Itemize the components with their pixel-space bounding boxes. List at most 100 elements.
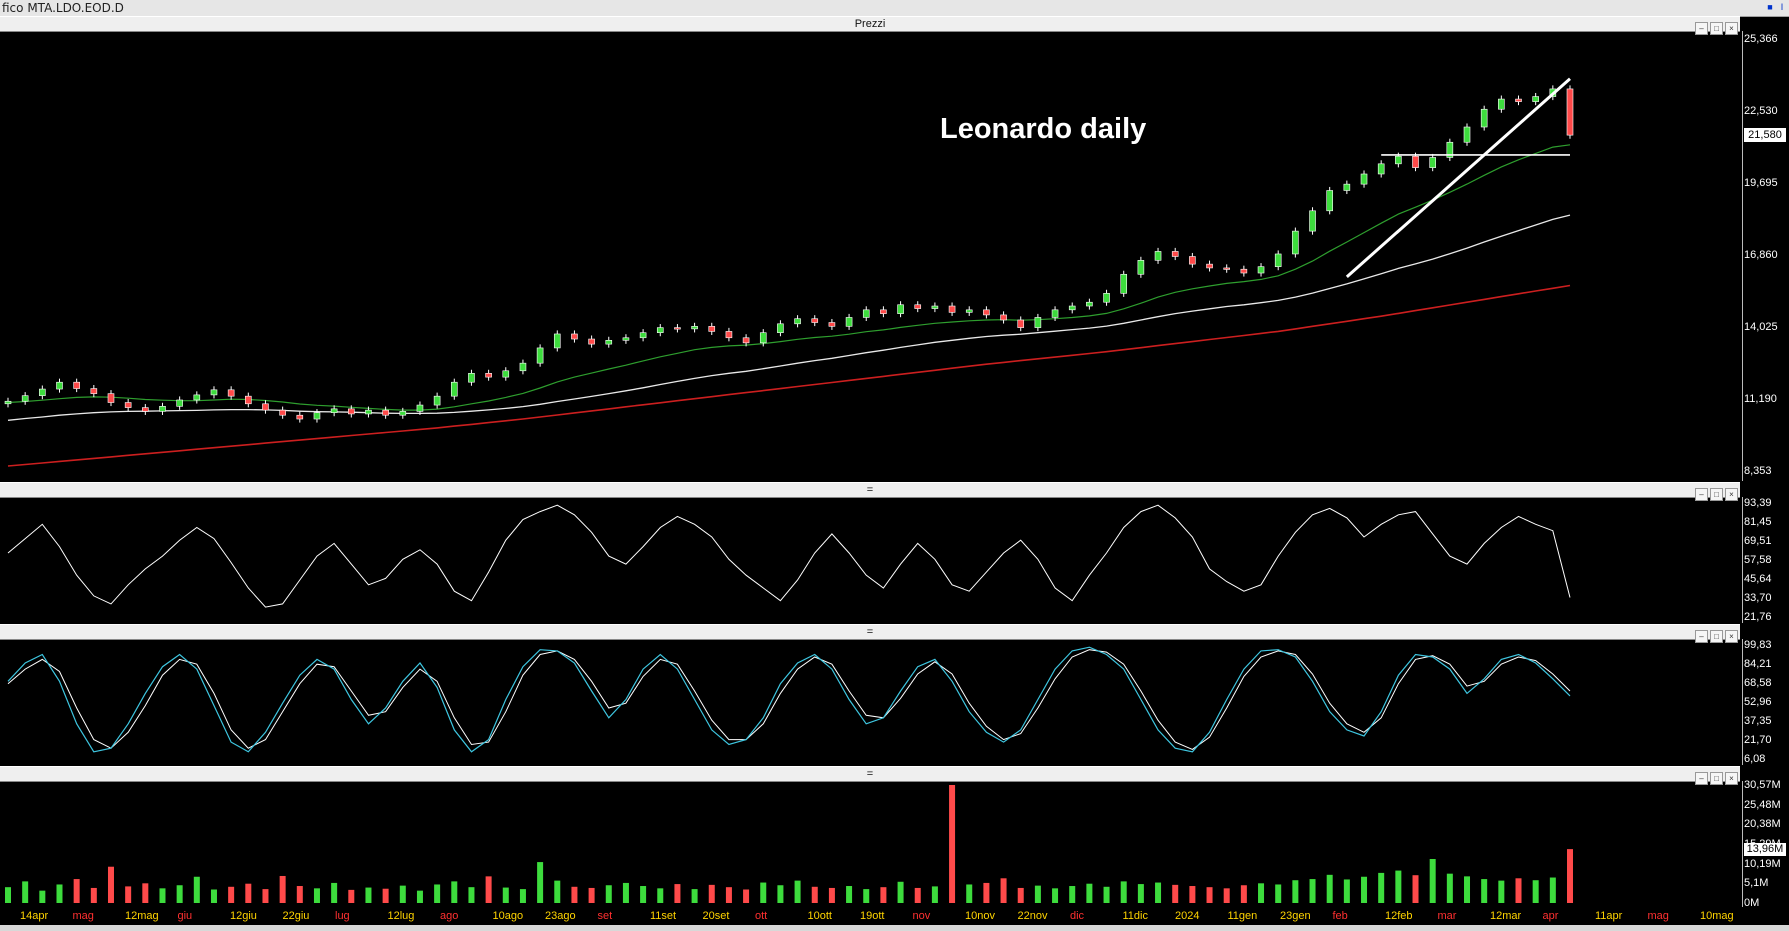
stoch-k-line [7,646,1571,753]
candle-body [880,309,887,314]
rsi-panel-divider: = [866,484,874,496]
candle-body [262,403,269,411]
y-tick-label: 22,530 [1744,105,1778,117]
y-tick-label: 16,860 [1744,249,1778,261]
candle-body [365,409,372,415]
x-tick-label: mag [72,910,94,922]
minimize-icon[interactable]: – [1695,630,1708,643]
close-icon[interactable]: × [1725,22,1738,35]
volume-bar [811,886,818,903]
rsi-chart[interactable] [0,497,1742,623]
volume-bar [1429,858,1436,903]
volume-bar [777,885,784,903]
candle-body [1103,293,1110,303]
candle-body [1240,268,1248,274]
volume-bar [107,866,114,903]
volume-chart[interactable] [0,781,1742,907]
oscillator-line [7,504,1571,608]
volume-bar [228,886,235,903]
stoch-scale[interactable] [1742,639,1789,765]
x-tick-label: ago [440,910,459,922]
volume-bar [159,888,166,903]
stoch-panel-header[interactable]: = – □ × [0,624,1740,643]
y-tick-label: 99,83 [1744,639,1772,651]
candle-body [296,414,304,420]
price-panel-header: Prezzi – □ × [0,16,1740,35]
volume-bar [296,886,303,903]
volume-bar [1326,874,1333,903]
maximize-icon[interactable]: □ [1710,630,1723,643]
volume-bar [640,886,647,903]
close-icon[interactable]: × [1725,630,1738,643]
volume-bar [1515,878,1522,903]
volume-bar [983,882,990,903]
candle-body [1446,141,1454,158]
candle-body [691,326,698,330]
volume-bar [519,889,526,903]
candle-body [1360,173,1368,185]
volume-bar [1292,880,1299,903]
volume-bar [468,887,475,903]
candle-body [897,304,904,314]
volume-bar [416,890,423,903]
candle-body [210,389,218,396]
volume-bar [56,884,63,903]
candle-body [159,406,166,412]
volume-bar [760,882,767,903]
volume-bar [1275,884,1282,903]
y-tick-label: 37,35 [1744,715,1772,727]
price-panel-controls: – □ × [1693,18,1738,36]
maximize-icon[interactable]: □ [1710,772,1723,785]
candle-body [502,370,510,378]
y-tick-label: 57,58 [1744,554,1772,566]
x-tick-label: 12mar [1490,910,1522,922]
volume-bar [39,890,46,903]
price-scale[interactable] [1742,31,1789,481]
candle-body [21,395,29,402]
volume-bar [279,875,286,903]
candle-body [1480,108,1488,128]
y-tick-label: 84,21 [1744,658,1772,670]
rsi-scale[interactable] [1742,497,1789,623]
price-chart[interactable] [0,31,1742,481]
volume-bar [22,881,29,903]
volume-bar [1069,886,1076,903]
x-tick-label: ott [755,910,768,922]
x-tick-label: 23ago [545,910,576,922]
minimize-icon[interactable]: – [1695,772,1708,785]
candle-body [1326,190,1333,212]
candle-body [416,404,424,412]
candle-body [519,362,527,372]
volume-bar [588,887,595,903]
volume-bar [743,889,750,903]
window-restore-icon[interactable]: ■ [1767,2,1773,12]
candle-body [1051,309,1059,318]
volume-bar [1549,877,1556,903]
volume-panel-controls: – □ × [1693,768,1738,786]
maximize-icon[interactable]: □ [1710,488,1723,501]
candle-body [931,305,939,309]
volume-bar [365,887,372,903]
candle-body [1120,273,1128,294]
volume-bar [313,888,320,903]
candle-body [845,317,853,327]
y-tick-label: 0M [1744,897,1760,909]
candle-body [1515,98,1522,102]
close-icon[interactable]: × [1725,488,1738,501]
volume-panel-header[interactable]: = – □ × [0,766,1740,785]
maximize-icon[interactable]: □ [1710,22,1723,35]
window-cursor-icon[interactable]: I [1780,2,1784,12]
stochastic-chart[interactable] [0,639,1742,765]
minimize-icon[interactable]: – [1695,488,1708,501]
candle-body [656,327,664,333]
candle-body [1343,183,1351,191]
candle-body [1189,256,1196,265]
rsi-panel-header[interactable]: = – □ × [0,482,1740,501]
x-tick-label: apr [1542,910,1559,922]
volume-bar [348,889,355,903]
candle-body [193,394,201,401]
minimize-icon[interactable]: – [1695,22,1708,35]
candle-body [485,373,492,378]
close-icon[interactable]: × [1725,772,1738,785]
volume-bar [1481,879,1488,903]
